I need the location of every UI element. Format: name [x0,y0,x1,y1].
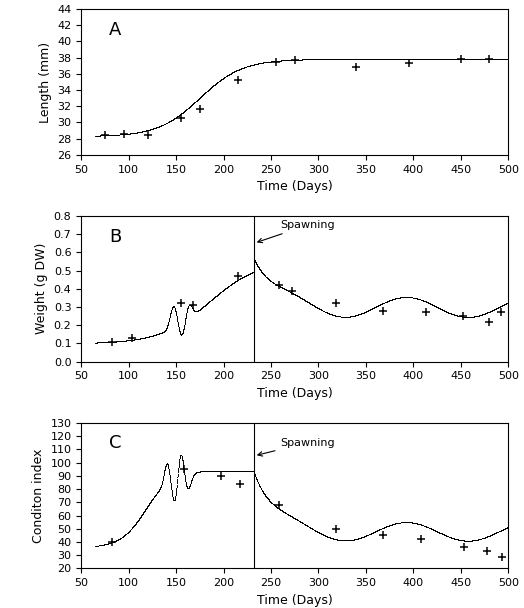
Text: C: C [109,435,122,452]
X-axis label: Time (Days): Time (Days) [257,180,333,193]
X-axis label: Time (Days): Time (Days) [257,594,333,607]
Text: A: A [109,21,122,39]
Y-axis label: Weight (g DW): Weight (g DW) [35,243,48,334]
Y-axis label: Length (mm): Length (mm) [39,41,52,123]
X-axis label: Time (Days): Time (Days) [257,387,333,400]
Text: Spawning: Spawning [258,220,335,243]
Text: Spawning: Spawning [258,438,335,456]
Y-axis label: Conditon index: Conditon index [32,449,45,543]
Text: B: B [109,227,121,246]
